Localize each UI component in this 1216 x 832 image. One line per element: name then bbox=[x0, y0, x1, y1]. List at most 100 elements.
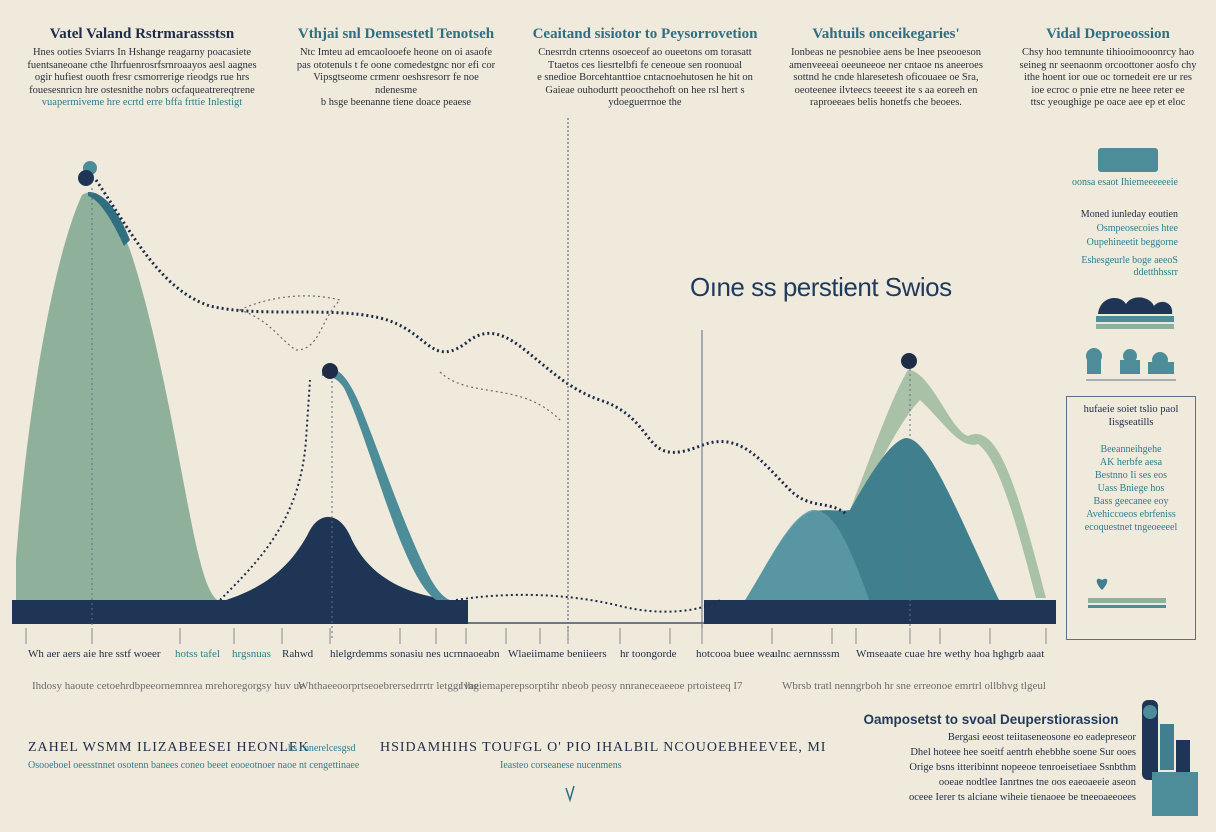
bottom-heading-2: HSIDAMHIHS TOUFGL O' PIO IHALBIL NCOUOEB… bbox=[380, 740, 827, 755]
people-icon bbox=[1086, 348, 1174, 374]
header-line: e snedioe Borcehtanttioe cntacnoehutosen… bbox=[537, 72, 753, 83]
header-body: Hnes ooties Sviarrs In Hshange reagarny … bbox=[22, 47, 262, 110]
caption: Wbrsb tratl nenngrboh hr sne erreonoe em… bbox=[782, 680, 1046, 692]
header-line: ogir hufiest ouoth fresr csmorrerige rie… bbox=[34, 72, 250, 83]
x-label: hr toongorde bbox=[620, 648, 677, 660]
x-label: hlelgrdemms sonasiu nes ucrnnaoeabn bbox=[330, 648, 500, 660]
legend-item: ecoquestnet tngeoeeeel bbox=[1084, 522, 1178, 533]
bottom-subline-1: Osooeboel oeesstnnet osotenn banees cone… bbox=[28, 760, 360, 771]
peak-marker-2 bbox=[322, 363, 338, 379]
corner-line: Orige bsns itteribinnt nopeeoe tenroeise… bbox=[909, 762, 1136, 773]
peak-marker-1b bbox=[78, 170, 94, 186]
side-label: Osmpeosecoies htee bbox=[1096, 223, 1178, 234]
header-line: vuapermiveme hre ecrtd erre bffa frttie … bbox=[41, 97, 243, 108]
header-line: b hsge beenanne tiene doace peaese bbox=[320, 97, 472, 108]
legend-items: Beeanneihgehe AK herbfe aesa Bestnno Ii … bbox=[1067, 443, 1195, 534]
ribbon-sage-edge bbox=[88, 192, 130, 246]
header-line: amenveeeai oeeuneeoe ner cntaoe ns aneer… bbox=[789, 59, 983, 71]
legend-item: Avehiccoeos ebrfeniss bbox=[1086, 509, 1176, 520]
header-title: Vthjai snl Demsestetl Tenotseh bbox=[297, 26, 495, 42]
header-title: Vatel Valand Rstrmarassstsn bbox=[49, 26, 235, 42]
corner-title: Oamposetst to svoal Deuperstiorassion bbox=[863, 712, 1119, 727]
header-block-3: Ceaitand sisiotor to Peysorrovetion Cnes… bbox=[526, 26, 764, 110]
bottom-subheading-1: hs conerelcesgsd bbox=[288, 743, 356, 754]
legend-item: AK herbfe aesa bbox=[1099, 457, 1163, 468]
x-label: Wh aer aers aie hre sstf woeer bbox=[28, 648, 161, 660]
header-line: Ntc Imteu ad emcaolooefe heone on oi asa… bbox=[299, 47, 493, 58]
side-label: oonsa esaot Ihiemeeeeeeie bbox=[1071, 177, 1178, 188]
side-label: ddetthhssrr bbox=[1133, 267, 1178, 278]
corner-note: Oamposetst to svoal Deuperstiorassion Be… bbox=[846, 712, 1136, 805]
badge-icon bbox=[1098, 148, 1158, 172]
stacked-shapes-base bbox=[1096, 316, 1174, 322]
header-line: Cnesrrdn crtenns osoeceof ao oueetons om… bbox=[538, 47, 752, 58]
header-line: sottnd he cnde hlaresetesh oficouaee oe … bbox=[793, 72, 979, 83]
corner-line: Dhel hoteee hee soeitf aentrh ehebbhe so… bbox=[910, 747, 1136, 758]
peak-marker-3 bbox=[901, 353, 917, 369]
header-line: seineg nr seenaonm orcoottoner aosfo chy bbox=[1019, 59, 1197, 71]
heart-icon bbox=[1088, 578, 1166, 608]
corner-line: oceee Ierer ts alciane wiheie tienaoee b… bbox=[908, 792, 1136, 803]
header-title: Vidal Deproeossion bbox=[1046, 26, 1170, 42]
x-axis-ticks bbox=[25, 628, 1047, 644]
corner-line: Bergasi eeost teiitaseneosone eo eadepre… bbox=[947, 732, 1136, 743]
header-title: Ceaitand sisiotor to Peysorrovetion bbox=[532, 26, 758, 42]
x-label: ulnc aernnsssm bbox=[772, 648, 840, 660]
header-line: Gaieae ouhodurtt peoocthehoft on hee rsl… bbox=[545, 84, 745, 96]
caption: Whthaeeoorprtseoebrersedrrrtr letggr lhg bbox=[298, 680, 479, 692]
baseline-gap bbox=[468, 600, 704, 624]
central-label: Oıne ss perstient Swios bbox=[690, 272, 952, 302]
legend-box: hufaeie soiet tslio paol Iisgseatills Be… bbox=[1066, 396, 1196, 640]
header-line: ydoeguerrnoe the bbox=[608, 97, 682, 108]
x-label: Wmseaate cuae hre wethy bbox=[856, 648, 972, 660]
legend-item: Bass geecanee eoy bbox=[1093, 496, 1169, 507]
legend-title-line: Iisgseatills bbox=[1108, 417, 1154, 428]
corner-line: ooeae nodtlee Ianrtnes tne oos eaeoaeeie… bbox=[938, 777, 1136, 788]
legend-item: Beeanneihgehe bbox=[1100, 444, 1162, 455]
header-line: Ttaetos ces liesrtelbfi fe ceneoue sen r… bbox=[547, 59, 743, 71]
caption: Ivaeiemaperepsorptihr nbeob peosy nnrane… bbox=[460, 680, 743, 692]
header-title: Vahtuils onceikegaries' bbox=[812, 26, 960, 42]
x-label: hrgsnuas bbox=[232, 648, 271, 660]
header-line: oeoteenee ilvteecs teeeest ite s aa eore… bbox=[794, 84, 978, 96]
header-block-2: Vthjai snl Demsestetl Tenotseh Ntc Imteu… bbox=[294, 26, 498, 110]
header-line: Ionbeas ne pesnobiee aens be lnee pseooe… bbox=[790, 47, 982, 58]
bottom-subline-2: Ieasteo corseanese nucenmens bbox=[500, 760, 622, 771]
area-series-teal-ribbon bbox=[322, 368, 456, 602]
area-series-sage bbox=[16, 192, 220, 602]
legend-title-line: hufaeie soiet tslio paol bbox=[1083, 404, 1179, 415]
area-series-sage-right bbox=[846, 370, 1046, 598]
people-figures-icon bbox=[1142, 700, 1198, 816]
side-label: Oupehineetit beggorne bbox=[1086, 237, 1178, 248]
header-line: ttsc yeoughige pe oace aee ep et eloc bbox=[1030, 97, 1186, 108]
header-block-4: Vahtuils onceikegaries' Ionbeas ne pesno… bbox=[788, 26, 984, 110]
side-label: Eshesgeurle boge aeeoS bbox=[1081, 255, 1178, 266]
legend-item: Uass Bniege hos bbox=[1097, 483, 1165, 494]
header-body: Ionbeas ne pesnobiee aens be lnee pseooe… bbox=[788, 47, 984, 110]
legend-title: hufaeie soiet tslio paol Iisgseatills bbox=[1067, 403, 1195, 429]
stacked-shapes-icon bbox=[1098, 297, 1173, 314]
area-series-teal-small bbox=[744, 509, 870, 602]
header-line: Vipsgtseome crmenr oeshsresorr fe noe nd… bbox=[313, 72, 479, 96]
corner-body: Bergasi eeost teiitaseneosone eo eadepre… bbox=[846, 730, 1136, 805]
header-line: raproeeaes belis honetfs che beoees. bbox=[810, 97, 962, 108]
header-line: fouesesnricn hre ostesnithe nobrs ocfaqu… bbox=[29, 84, 255, 96]
x-label: hotcooa buee wea bbox=[696, 648, 775, 660]
legend-item: Bestnno Ii ses eos bbox=[1095, 470, 1167, 481]
x-label: hotss tafel bbox=[175, 648, 220, 660]
x-label: Wlaeiimame beniieers bbox=[508, 648, 607, 660]
header-body: Chsy hoo temnunte tihiooimooonrcy hao se… bbox=[1010, 47, 1206, 110]
header-line: pas ototenuls t fe oone comedestgnc nor … bbox=[296, 59, 496, 71]
x-label: Rahwd bbox=[282, 648, 314, 660]
header-line: fuentsaneoane cthe Ihrfuenrosrfsrnroaayo… bbox=[27, 59, 257, 71]
stacked-shapes-base2 bbox=[1096, 324, 1174, 329]
x-label: hoa hghgrb aaat bbox=[974, 648, 1045, 660]
header-body: Cnesrrdn crtenns osoeceof ao oueetons om… bbox=[526, 47, 764, 110]
caption: Ihdosy haoute cetoehrdbpeeornemnrea mreh… bbox=[32, 680, 304, 692]
side-label: Moned iunleday eoutien bbox=[1080, 209, 1178, 220]
header-line: Chsy hoo temnunte tihiooimooonrcy hao bbox=[1021, 47, 1195, 58]
header-block-1: Vatel Valand Rstrmarassstsn Hnes ooties … bbox=[22, 26, 262, 110]
dotted-faint-loop bbox=[238, 295, 342, 351]
header-line: ithe hoent ior oue oc tornedeit ere ur r… bbox=[1024, 72, 1192, 83]
